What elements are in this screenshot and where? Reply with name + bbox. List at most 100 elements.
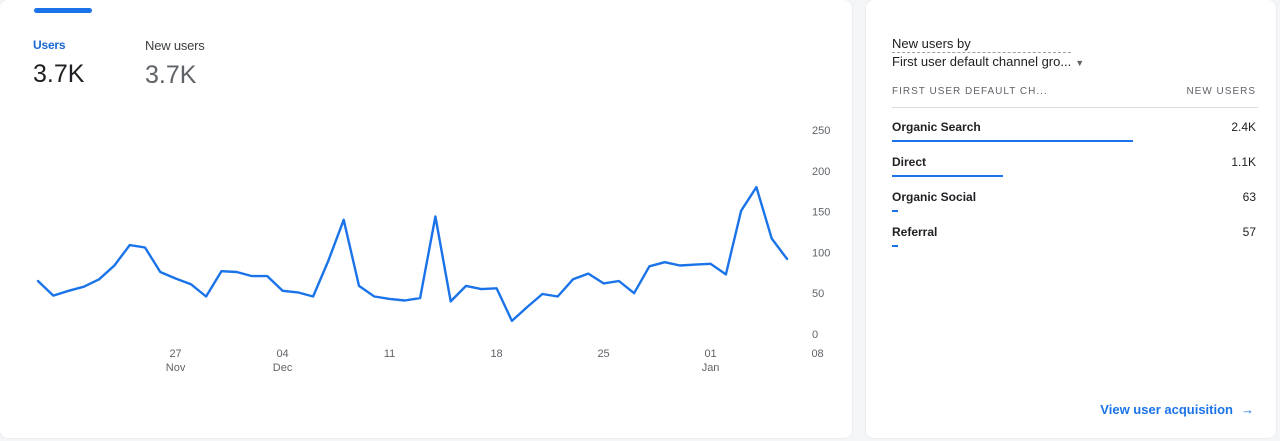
data-point[interactable] [35,278,41,284]
row-value: 2.4K [1231,120,1256,134]
data-point[interactable] [708,261,714,267]
data-point[interactable] [188,281,194,287]
x-tick-label: 01 [704,348,716,360]
x-tick-month-label: Nov [166,362,186,374]
row-label: Referral [892,225,938,239]
table-row[interactable]: Organic Social 63 [892,190,1258,224]
new-users-column-header[interactable]: NEW USERS [1186,86,1256,97]
data-point[interactable] [356,283,362,289]
dimension-dropdown[interactable]: First user default channel gro... ▼ [892,52,1085,69]
data-point[interactable] [234,269,240,275]
data-point[interactable] [264,273,270,279]
data-point[interactable] [295,289,301,295]
row-label: Organic Social [892,190,977,204]
data-point[interactable] [432,213,438,219]
new-users-metric-value: 3.7K [145,61,197,89]
y-tick-label: 0 [812,329,818,341]
data-point[interactable] [387,296,393,302]
users-series-line [36,185,789,323]
x-tick-label: 08 [811,348,823,360]
data-point[interactable] [448,298,454,304]
breakdown-card: New users by First user default channel … [866,0,1276,438]
table-row[interactable]: Referral 57 [892,225,1258,259]
row-label: Organic Search [892,120,981,134]
share-bar [892,175,1003,177]
arrow-right-icon: → [1241,402,1254,417]
data-point[interactable] [478,286,484,292]
share-bar [892,245,898,247]
data-point[interactable] [325,258,331,264]
table-row[interactable]: Organic Search 2.4K [892,120,1258,154]
y-tick-label: 250 [812,125,830,137]
data-point[interactable] [692,262,698,268]
data-point[interactable] [723,271,729,277]
data-point[interactable] [631,290,637,296]
data-point[interactable] [310,293,316,299]
data-point[interactable] [280,288,286,294]
data-point[interactable] [646,263,652,269]
y-tick-label: 150 [812,207,830,219]
x-tick-label: 04 [276,348,288,360]
users-line-chart: 0 50 100 150 200 250 27 Nov 04 Dec 11 18 25 01 Jan 08 [35,125,830,374]
chart-card: Users 3.7K New users 3.7K 0 50 100 150 200 25… [0,0,852,438]
x-tick-label: 18 [490,348,502,360]
data-point[interactable] [50,293,56,299]
data-point[interactable] [585,271,591,277]
table-row[interactable]: Direct 1.1K [892,155,1258,189]
users-metric-tab[interactable]: Users 3.7K [33,38,84,89]
data-point[interactable] [157,269,163,275]
new-users-metric-tab[interactable]: New users 3.7K [145,38,205,90]
data-point[interactable] [218,268,224,274]
data-point[interactable] [555,293,561,299]
row-label: Direct [892,155,927,169]
breakdown-title: New users by [892,36,971,51]
data-point[interactable] [616,278,622,284]
data-point[interactable] [96,276,102,282]
data-point[interactable] [371,293,377,299]
x-tick-label: 27 [169,348,181,360]
view-link-label: View user acquisition [1100,402,1233,417]
data-point[interactable] [66,288,72,294]
data-point[interactable] [142,245,148,251]
data-point[interactable] [753,184,759,190]
data-point[interactable] [81,284,87,290]
data-point[interactable] [509,318,515,324]
y-tick-label: 100 [812,247,830,259]
view-user-acquisition-link[interactable]: View user acquisition → [1100,402,1254,417]
new-users-metric-label: New users [145,38,205,53]
data-point[interactable] [524,304,530,310]
data-point[interactable] [769,236,775,242]
x-tick-month-label: Jan [702,362,720,374]
data-point[interactable] [111,262,117,268]
row-value: 1.1K [1231,155,1256,169]
caret-down-icon: ▼ [1075,58,1085,68]
share-bar [892,210,899,212]
data-point[interactable] [402,298,408,304]
data-point[interactable] [173,276,179,282]
selected-tab-indicator [34,8,92,13]
row-value: 63 [1242,190,1256,204]
data-point[interactable] [249,273,255,279]
users-metric-label: Users [33,38,66,52]
data-point[interactable] [203,293,209,299]
data-point[interactable] [341,217,347,223]
data-point[interactable] [677,262,683,268]
x-tick-label: 11 [384,348,395,360]
data-point[interactable] [127,242,133,248]
data-point[interactable] [494,285,500,291]
x-tick-label: 25 [597,348,609,360]
data-point[interactable] [784,256,790,262]
data-point[interactable] [738,208,744,214]
dimension-column-header[interactable]: FIRST USER DEFAULT CH... [892,86,1048,97]
data-point[interactable] [417,295,423,301]
users-metric-value: 3.7K [33,60,85,88]
data-point[interactable] [539,291,545,297]
data-point[interactable] [463,283,469,289]
data-point[interactable] [662,259,668,265]
y-tick-label: 50 [812,288,824,300]
dimension-dropdown-value: First user default channel gro... [892,52,1072,69]
data-point[interactable] [601,280,607,286]
x-tick-month-label: Dec [273,362,293,374]
header-divider [892,107,1258,108]
data-point[interactable] [570,276,576,282]
